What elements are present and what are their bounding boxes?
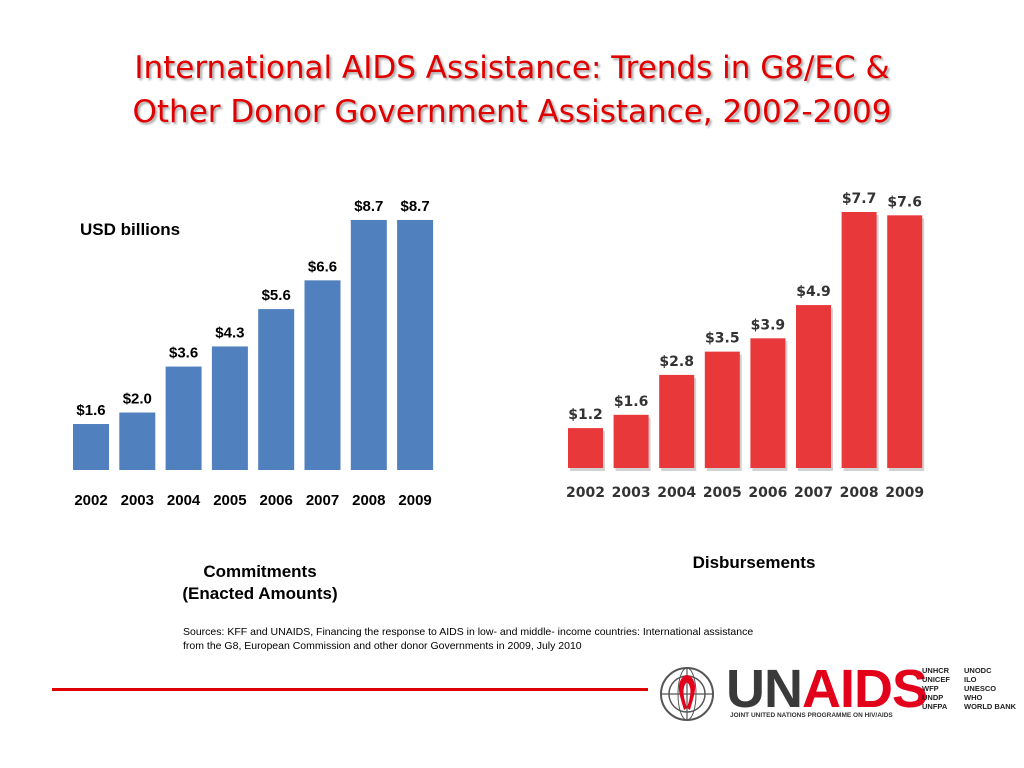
disbursements-bar	[613, 414, 649, 468]
un-emblem-icon	[660, 667, 714, 721]
disbursements-bar	[704, 351, 740, 468]
disbursements-bar	[568, 428, 603, 468]
disbursements-value-label: $3.5	[705, 331, 740, 347]
title-line-2: Other Donor Government Assistance, 2002-…	[132, 94, 892, 130]
disbursements-value-label: $1.2	[568, 407, 603, 423]
commitments-bar	[165, 366, 202, 470]
disbursements-value-label: $2.8	[659, 354, 694, 370]
disbursements-value-label: $1.6	[614, 394, 649, 410]
disbursements-year-label: 2003	[612, 485, 651, 501]
disbursements-value-label: $4.9	[796, 284, 831, 300]
commitments-year-label: 2003	[121, 492, 154, 509]
commitments-value-label: $8.7	[354, 198, 383, 215]
cosponsor-item: ILO	[964, 675, 977, 684]
cosponsor-list: UNHCR UNODC UNICEF ILO WFP UNESCO UNDP W…	[922, 666, 1024, 711]
bar-charts: $1.6 2002 $2.0 2003 $3.6 2004 $4.3 2005 $5.6 2006…	[73, 191, 925, 509]
commitments-bar	[119, 412, 156, 470]
disbursements-year-label: 2007	[794, 485, 833, 501]
commitments-caption-line-1: Commitments	[203, 562, 317, 581]
disbursements-bar	[750, 338, 786, 468]
title-line-1: International AIDS Assistance: Trends in…	[134, 50, 890, 86]
commitments-year-label: 2006	[260, 492, 293, 509]
disbursements-bar	[796, 305, 831, 468]
commitments-bar	[350, 220, 387, 470]
disbursements-value-label: $3.9	[751, 317, 786, 333]
cosponsor-item: UNESCO	[964, 684, 997, 693]
commitments-value-label: $2.0	[123, 391, 152, 408]
wordmark-aids: AIDS	[802, 659, 928, 719]
commitments-year-label: 2004	[167, 492, 201, 509]
disbursements-year-label: 2006	[748, 485, 787, 501]
disbursements-year-label: 2005	[703, 485, 742, 501]
cosponsor-item: UNODC	[964, 666, 992, 675]
commitments-value-label: $8.7	[400, 198, 429, 215]
cosponsor-item: WFP	[922, 684, 939, 693]
commitments-value-label: $3.6	[169, 345, 198, 362]
wordmark-un: UN	[726, 659, 803, 719]
disbursements-bar	[841, 212, 877, 468]
cosponsor-item: WORLD BANK	[964, 702, 1017, 711]
disbursements-bar	[659, 374, 695, 468]
commitments-year-label: 2009	[398, 492, 431, 509]
cosponsor-item: UNDP	[922, 693, 944, 702]
disbursements-bar	[887, 215, 923, 468]
cosponsor-item: UNICEF	[922, 675, 950, 684]
disbursements-value-label: $7.7	[842, 191, 877, 207]
disbursements-year-label: 2009	[885, 485, 924, 501]
disbursements-value-label: $7.6	[887, 194, 922, 210]
commitments-year-label: 2008	[352, 492, 385, 509]
commitments-bar	[258, 309, 295, 470]
unaids-wordmark: UNAIDS	[726, 658, 928, 720]
commitments-bar	[397, 220, 434, 470]
commitments-value-label: $6.6	[308, 258, 337, 275]
unit-label: USD billions	[80, 220, 181, 239]
disbursements-chart: $1.2 2002 $1.6 2003 $2.8 2004 $3.5 2005 $3.9 2006…	[566, 191, 925, 501]
commitments-chart: $1.6 2002 $2.0 2003 $3.6 2004 $4.3 2005 $5.6 2006…	[73, 198, 434, 509]
disbursements-caption: Disbursements	[692, 553, 816, 572]
commitments-bar	[211, 346, 248, 470]
disbursements-year-label: 2002	[566, 485, 605, 501]
commitments-value-label: $5.6	[262, 287, 291, 304]
sources-note: Sources: KFF and UNAIDS, Financing the r…	[183, 626, 754, 652]
unaids-tagline: JOINT UNITED NATIONS PROGRAMME ON HIV/AI…	[730, 712, 893, 719]
commitments-bar	[73, 424, 109, 470]
commitments-value-label: $1.6	[76, 402, 105, 419]
cosponsor-item: WHO	[964, 693, 983, 702]
commitments-caption: Commitments (Enacted Amounts)	[160, 561, 360, 605]
footer-rule	[52, 688, 648, 691]
commitments-caption-line-2: (Enacted Amounts)	[182, 584, 338, 603]
commitments-year-label: 2005	[213, 492, 246, 509]
commitments-bar	[304, 280, 341, 470]
disbursements-year-label: 2004	[657, 485, 696, 501]
commitments-year-label: 2002	[74, 492, 107, 509]
cosponsor-item: UNHCR	[922, 666, 950, 675]
slide-title: International AIDS Assistance: Trends in…	[0, 46, 1024, 134]
commitments-value-label: $4.3	[215, 324, 244, 341]
disbursements-year-label: 2008	[840, 485, 879, 501]
commitments-year-label: 2007	[306, 492, 339, 509]
cosponsor-item: UNFPA	[922, 702, 948, 711]
